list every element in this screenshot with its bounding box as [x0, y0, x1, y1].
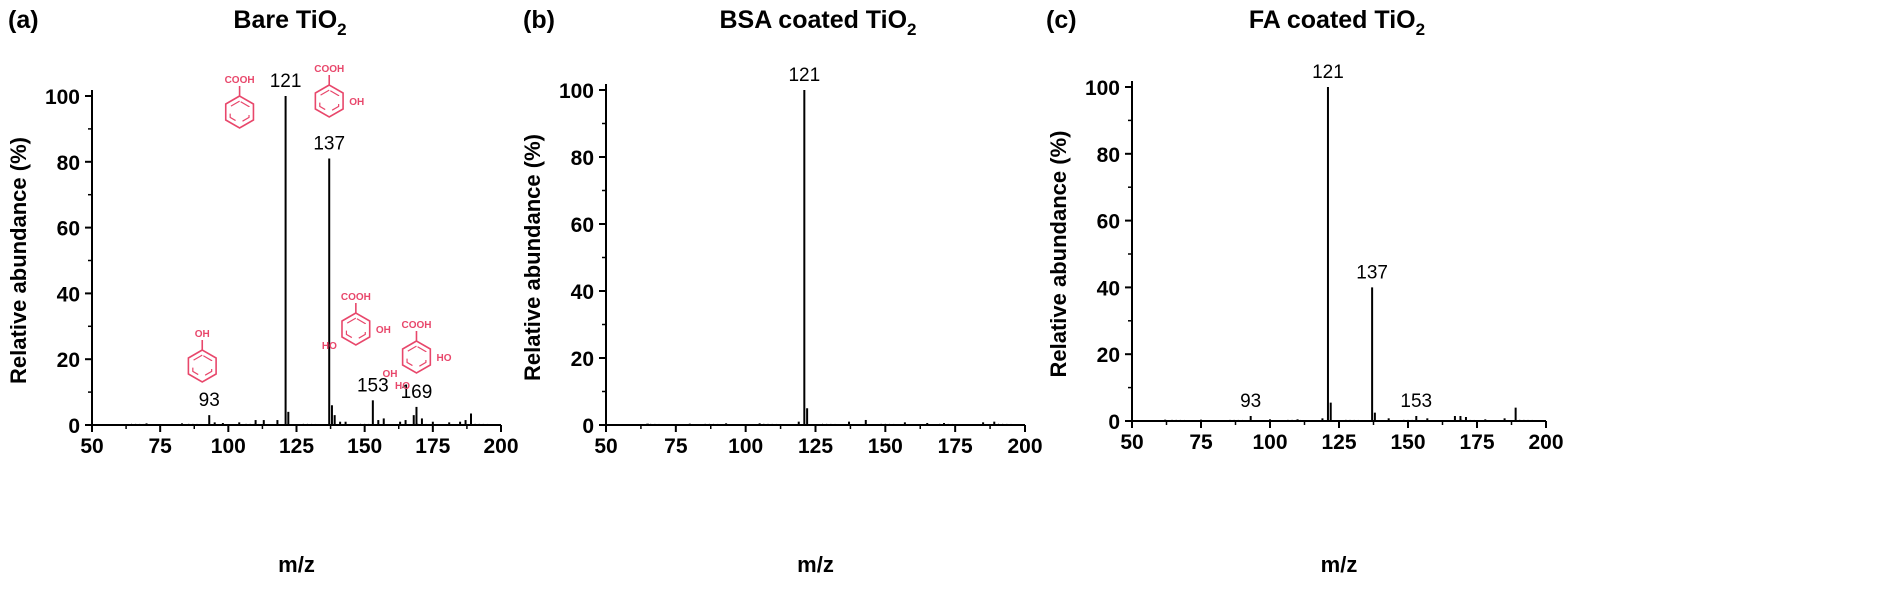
x-tick-label: 125 [798, 435, 833, 458]
aromatic-bonds [406, 345, 427, 369]
y-tick-label: 80 [571, 147, 594, 170]
baseline-noise [94, 423, 501, 425]
x-axis-title: m/z [1321, 552, 1358, 577]
y-axis-title: Relative abundance (%) [1046, 131, 1071, 378]
x-tick-label: 175 [1459, 431, 1494, 454]
y-tick-label: 100 [45, 86, 80, 109]
y-tick-label: 0 [68, 415, 80, 438]
y-tick-label: 100 [559, 80, 594, 103]
chart-title: Bare TiO2 [233, 6, 346, 39]
y-tick-label: 60 [57, 218, 80, 241]
y-tick-label: 60 [571, 214, 594, 237]
x-tick-label: 50 [594, 435, 617, 458]
y-tick-label: 40 [57, 283, 80, 306]
x-tick-label: 175 [415, 435, 450, 458]
y-axis-title: Relative abundance (%) [6, 137, 31, 384]
structure-hydroxybenzoic-acid: COOH OH [314, 64, 364, 118]
peak-label-137: 137 [1356, 262, 1388, 283]
y-tick-label: 0 [582, 415, 594, 438]
x-tick-label: 150 [1390, 431, 1425, 454]
panel-label: (c) [1046, 6, 1077, 34]
benzene-ring [401, 340, 432, 374]
y-tick-label: 0 [1108, 411, 1120, 434]
structure-label: OH [195, 329, 210, 340]
y-tick-label: 80 [57, 152, 80, 175]
peak-label-169: 169 [401, 382, 433, 403]
x-tick-label: 150 [347, 435, 382, 458]
chart-title: FA coated TiO2 [1249, 6, 1425, 39]
structure-label: COOH [401, 320, 431, 331]
x-tick-label: 75 [148, 435, 172, 458]
structure-dihydroxybenzoic-acid: COOH OH HO [322, 292, 391, 352]
peak-label-93: 93 [199, 390, 220, 411]
structure-label: COOH [314, 64, 344, 75]
benzene-ring [314, 84, 344, 118]
x-tick-label: 50 [1120, 431, 1143, 454]
structure-label: OH [376, 325, 391, 336]
structure-label: COOH [225, 75, 255, 86]
chart-title: BSA coated TiO2 [719, 6, 916, 39]
peak-label-93: 93 [1240, 391, 1261, 412]
y-tick-label: 40 [1097, 277, 1120, 300]
benzene-ring [224, 95, 255, 129]
aromatic-bonds [229, 100, 250, 124]
x-tick-label: 100 [1252, 431, 1287, 454]
panel-label: (a) [8, 6, 39, 34]
peak-label-121: 121 [270, 71, 302, 92]
panel-a: (a) Bare TiO2 0 20 40 60 80 100 50 75 100 125 150 175… [6, 6, 519, 577]
y-tick-label: 20 [57, 349, 80, 372]
aromatic-bonds [345, 317, 366, 341]
structure-benzoic-acid: COOH [224, 75, 255, 129]
peak-label-153: 153 [357, 375, 389, 396]
y-tick-label: 100 [1085, 77, 1120, 100]
structure-label: HO [322, 341, 337, 352]
x-tick-label: 200 [1528, 431, 1563, 454]
x-axis-title: m/z [797, 552, 834, 577]
structure-label: OH [382, 369, 397, 380]
peak-label-153: 153 [1400, 391, 1432, 412]
structure-label: HO [436, 353, 451, 364]
x-axis-title: m/z [278, 552, 315, 577]
x-tick-label: 125 [279, 435, 314, 458]
x-tick-label: 175 [938, 435, 973, 458]
y-tick-label: 60 [1097, 211, 1120, 234]
aromatic-bonds [192, 354, 213, 378]
structure-phenol: OH [187, 329, 217, 383]
panel-b: (b) BSA coated TiO2 0 20 40 60 80 100 50 75 100 125… [520, 6, 1043, 577]
structure-label: OH [349, 97, 364, 108]
y-tick-label: 80 [1097, 144, 1120, 167]
y-axis-title: Relative abundance (%) [520, 134, 545, 381]
x-tick-label: 50 [80, 435, 103, 458]
aromatic-bonds [319, 89, 340, 113]
y-tick-label: 20 [571, 348, 594, 371]
x-tick-label: 200 [483, 435, 518, 458]
x-tick-label: 100 [211, 435, 246, 458]
x-tick-label: 125 [1321, 431, 1356, 454]
y-tick-label: 20 [1097, 344, 1120, 367]
peak-label-121: 121 [788, 65, 820, 86]
panel-c: (c) FA coated TiO2 0 20 40 60 80 100 50 75 100 125 1… [1046, 6, 1564, 577]
peak-label-121: 121 [1312, 62, 1344, 83]
peak-label-137: 137 [313, 134, 345, 155]
y-tick-label: 40 [571, 281, 594, 304]
structure-label: HO [395, 381, 410, 392]
x-tick-label: 100 [728, 435, 763, 458]
x-tick-label: 75 [1189, 431, 1213, 454]
baseline-noise [1134, 419, 1546, 421]
x-tick-label: 200 [1007, 435, 1042, 458]
benzene-ring [341, 312, 371, 346]
structure-label: COOH [341, 292, 371, 303]
panel-label: (b) [523, 6, 555, 34]
x-tick-label: 150 [868, 435, 903, 458]
benzene-ring [187, 349, 217, 383]
x-tick-label: 75 [664, 435, 688, 458]
